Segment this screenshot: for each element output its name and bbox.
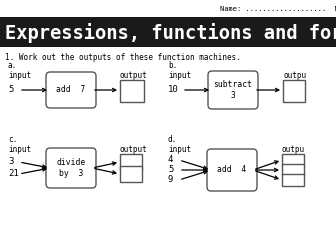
Bar	[0, 17, 336, 47]
Bar	[282, 154, 304, 166]
Text: 4: 4	[168, 155, 173, 165]
Text: c.: c.	[8, 136, 17, 144]
Text: output: output	[120, 145, 148, 154]
Bar	[120, 80, 144, 102]
Text: 5: 5	[8, 85, 13, 94]
Text: input: input	[168, 145, 191, 154]
Text: outpu: outpu	[282, 145, 305, 154]
Bar	[0, 47, 336, 252]
Text: subtract
3: subtract 3	[213, 80, 252, 100]
Text: 3: 3	[8, 158, 13, 167]
FancyBboxPatch shape	[207, 149, 257, 191]
Text: Name: ...................  Maths group: ....: Name: ................... Maths group: .…	[220, 6, 336, 12]
FancyBboxPatch shape	[46, 148, 96, 188]
Text: output: output	[120, 71, 148, 79]
Bar	[120, 154, 142, 170]
Bar	[282, 174, 304, 186]
Text: add  7: add 7	[56, 85, 86, 94]
Text: input: input	[8, 145, 31, 154]
Text: add  4: add 4	[217, 166, 247, 174]
Text: 5: 5	[168, 166, 173, 174]
FancyBboxPatch shape	[46, 72, 96, 108]
Text: input: input	[8, 71, 31, 79]
Text: outpu: outpu	[283, 71, 306, 79]
Bar	[283, 80, 305, 102]
Bar	[282, 164, 304, 176]
Bar	[120, 166, 142, 182]
FancyBboxPatch shape	[208, 71, 258, 109]
Text: divide
by  3: divide by 3	[56, 158, 86, 178]
Text: 21: 21	[8, 170, 19, 178]
Text: input: input	[168, 71, 191, 79]
Text: Expressions, functions and formulae: Expressions, functions and formulae	[5, 23, 336, 43]
Text: a.: a.	[8, 60, 17, 70]
Text: 9: 9	[168, 175, 173, 184]
Text: b.: b.	[168, 60, 177, 70]
Text: 1. Work out the outputs of these function machines.: 1. Work out the outputs of these functio…	[5, 52, 241, 61]
Text: 10: 10	[168, 85, 179, 94]
Bar	[0, 0, 336, 17]
Text: d.: d.	[168, 136, 177, 144]
